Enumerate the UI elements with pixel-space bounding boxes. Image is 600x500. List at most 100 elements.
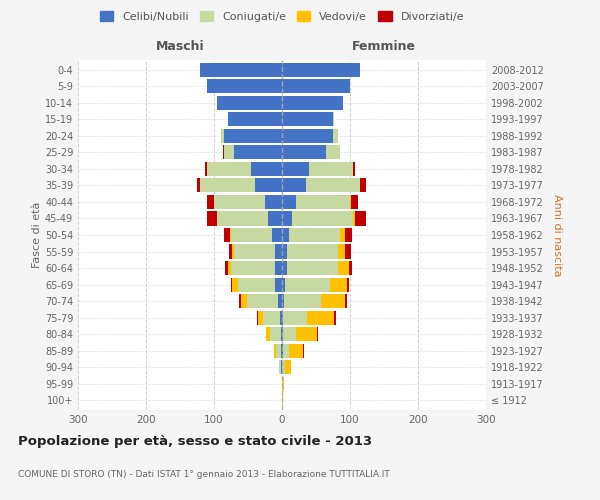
Bar [229, 244, 232, 258]
Bar [205, 162, 207, 176]
Bar [286, 278, 329, 291]
Bar [235, 146, 282, 160]
Bar [275, 244, 282, 258]
Text: Popolazione per età, sesso e stato civile - 2013: Popolazione per età, sesso e stato civil… [18, 435, 372, 448]
Bar [307, 310, 334, 324]
Y-axis label: Fasce di età: Fasce di età [32, 202, 42, 268]
Bar [207, 80, 282, 94]
Bar [227, 261, 231, 275]
Bar [329, 278, 347, 291]
Bar [231, 228, 272, 242]
Bar [360, 178, 365, 192]
Bar [231, 278, 232, 291]
Text: Maschi: Maschi [155, 40, 205, 53]
Bar [283, 376, 284, 390]
Bar [268, 212, 282, 226]
Bar [282, 162, 309, 176]
Bar [282, 310, 283, 324]
Bar [350, 195, 352, 209]
Bar [276, 344, 281, 357]
Bar [281, 344, 282, 357]
Bar [232, 278, 238, 291]
Bar [207, 195, 214, 209]
Bar [289, 228, 340, 242]
Bar [281, 327, 282, 341]
Bar [221, 129, 224, 143]
Bar [352, 195, 358, 209]
Bar [282, 146, 326, 160]
Bar [287, 244, 338, 258]
Bar [266, 327, 270, 341]
Bar [265, 195, 282, 209]
Bar [282, 80, 350, 94]
Bar [282, 360, 286, 374]
Bar [292, 212, 353, 226]
Bar [241, 294, 247, 308]
Bar [197, 178, 200, 192]
Bar [214, 195, 265, 209]
Bar [282, 278, 286, 291]
Bar [255, 178, 282, 192]
Bar [232, 244, 235, 258]
Bar [238, 278, 275, 291]
Bar [217, 96, 282, 110]
Bar [224, 129, 282, 143]
Bar [282, 393, 283, 407]
Bar [326, 146, 340, 160]
Bar [282, 327, 283, 341]
Bar [282, 212, 292, 226]
Bar [282, 195, 296, 209]
Bar [274, 344, 276, 357]
Bar [235, 244, 275, 258]
Bar [284, 294, 322, 308]
Bar [282, 294, 284, 308]
Bar [317, 327, 318, 341]
Bar [279, 360, 281, 374]
Bar [282, 344, 283, 357]
Bar [282, 376, 283, 390]
Bar [224, 228, 230, 242]
Bar [224, 146, 235, 160]
Bar [282, 129, 333, 143]
Bar [286, 360, 291, 374]
Bar [247, 294, 278, 308]
Bar [296, 195, 350, 209]
Bar [282, 261, 287, 275]
Bar [282, 228, 289, 242]
Bar [289, 344, 303, 357]
Bar [282, 244, 287, 258]
Bar [345, 244, 350, 258]
Bar [272, 228, 282, 242]
Bar [338, 244, 345, 258]
Bar [257, 310, 263, 324]
Bar [207, 162, 251, 176]
Bar [217, 212, 268, 226]
Y-axis label: Anni di nascita: Anni di nascita [552, 194, 562, 276]
Bar [278, 360, 279, 374]
Bar [275, 278, 282, 291]
Bar [200, 178, 255, 192]
Bar [283, 310, 307, 324]
Bar [200, 63, 282, 77]
Bar [278, 294, 282, 308]
Bar [280, 310, 282, 324]
Bar [223, 146, 224, 160]
Bar [309, 162, 353, 176]
Bar [206, 212, 217, 226]
Bar [282, 178, 306, 192]
Bar [282, 96, 343, 110]
Bar [227, 112, 282, 126]
Bar [263, 310, 280, 324]
Bar [281, 360, 282, 374]
Bar [230, 228, 231, 242]
Bar [334, 310, 336, 324]
Bar [296, 327, 317, 341]
Bar [322, 294, 345, 308]
Bar [282, 112, 333, 126]
Bar [340, 228, 345, 242]
Bar [225, 261, 227, 275]
Bar [239, 294, 241, 308]
Legend: Celibi/Nubili, Coniugati/e, Vedovi/e, Divorziati/e: Celibi/Nubili, Coniugati/e, Vedovi/e, Di… [97, 8, 467, 25]
Bar [251, 162, 282, 176]
Bar [270, 327, 281, 341]
